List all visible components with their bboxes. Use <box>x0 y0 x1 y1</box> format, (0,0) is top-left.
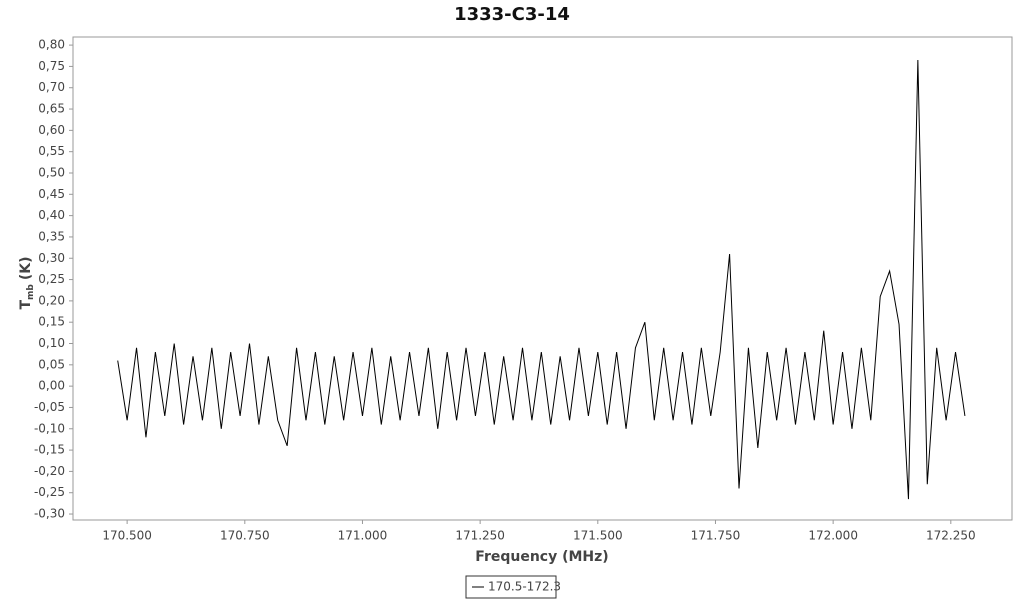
y-tick-label: -0,05 <box>34 400 65 414</box>
y-tick-label: 0,00 <box>38 379 65 393</box>
y-tick-label: 0,75 <box>38 59 65 73</box>
y-tick-label: 0,60 <box>38 123 65 137</box>
y-tick-label: -0,20 <box>34 464 65 478</box>
y-tick-label: -0,10 <box>34 421 65 435</box>
y-tick-label: 0,65 <box>38 102 65 116</box>
x-tick-label: 171.750 <box>691 529 741 543</box>
y-tick-label: 0,50 <box>38 165 65 179</box>
series-line <box>117 60 966 500</box>
x-tick-label: 170.750 <box>220 529 270 543</box>
legend-label: 170.5-172.3 <box>488 580 561 594</box>
y-tick-label: -0,15 <box>34 443 65 457</box>
x-tick-label: 171.500 <box>573 529 623 543</box>
y-tick-label: 0,35 <box>38 229 65 243</box>
y-tick-label: 0,20 <box>38 293 65 307</box>
y-tick-label: 0,80 <box>38 38 65 52</box>
y-tick-label: -0,30 <box>34 507 65 521</box>
x-tick-label: 172.000 <box>808 529 858 543</box>
y-tick-label: 0,30 <box>38 251 65 265</box>
x-axis-label: Frequency (MHz) <box>475 549 608 565</box>
chart-title: 1333-C3-14 <box>454 4 570 25</box>
y-tick-label: 0,55 <box>38 144 65 158</box>
x-tick-label: 172.250 <box>926 529 976 543</box>
y-tick-label: 0,40 <box>38 208 65 222</box>
y-tick-label: 0,15 <box>38 315 65 329</box>
y-axis-label-text: Tmb (K) <box>18 256 36 309</box>
x-tick-label: 170.500 <box>102 529 152 543</box>
y-label-sub: mb <box>26 284 36 300</box>
y-label-unit: (K) <box>18 256 34 280</box>
y-label-main: T <box>18 300 34 310</box>
y-tick-label: 0,45 <box>38 187 65 201</box>
y-tick-label: 0,70 <box>38 80 65 94</box>
plot-frame <box>72 36 1013 521</box>
x-tick-label: 171.250 <box>455 529 505 543</box>
y-tick-label: -0,25 <box>34 485 65 499</box>
y-tick-label: 0,10 <box>38 336 65 350</box>
legend <box>465 575 557 599</box>
y-tick-label: 0,05 <box>38 357 65 371</box>
y-tick-label: 0,25 <box>38 272 65 286</box>
y-axis-label: Tmb (K) <box>18 256 36 309</box>
x-tick-label: 171.000 <box>338 529 388 543</box>
